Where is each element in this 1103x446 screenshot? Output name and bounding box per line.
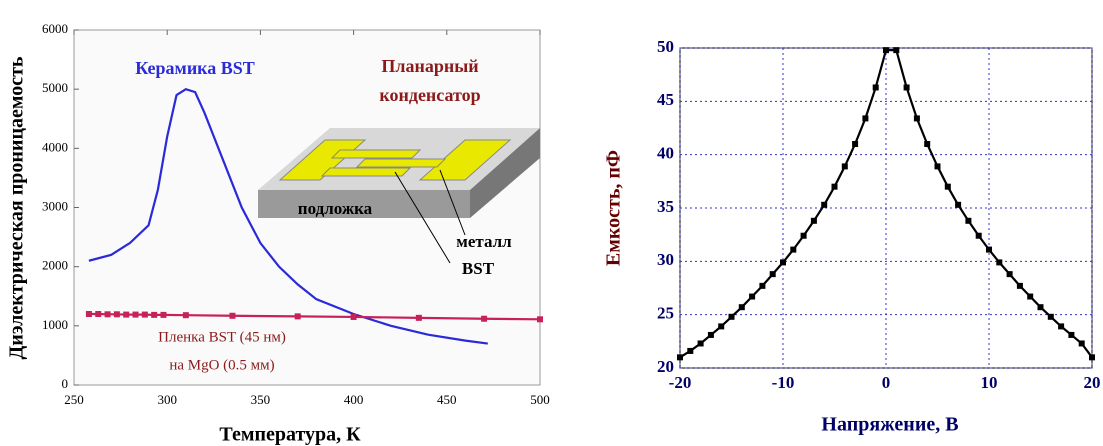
marker [114, 311, 120, 317]
x-tick-label: -20 [669, 373, 692, 392]
marker [955, 202, 961, 208]
marker [852, 141, 858, 147]
marker [708, 332, 714, 338]
x-axis-label: Напряжение, В [821, 414, 958, 436]
y-tick-label: 50 [657, 37, 674, 56]
x-tick-label: 300 [157, 392, 177, 407]
x-tick-label: 20 [1084, 373, 1101, 392]
marker [821, 202, 827, 208]
marker [1048, 314, 1054, 320]
marker [986, 247, 992, 253]
y-tick-label: 4000 [42, 139, 68, 154]
marker [151, 312, 157, 318]
marker [862, 115, 868, 121]
y-tick-label: 40 [657, 144, 674, 163]
x-tick-label: 350 [251, 392, 271, 407]
marker [142, 312, 148, 318]
y-tick-label: 35 [657, 197, 674, 216]
marker [1038, 304, 1044, 310]
marker [1027, 294, 1033, 300]
x-tick-label: 10 [981, 373, 998, 392]
marker [945, 184, 951, 190]
marker [759, 283, 765, 289]
annotation: на MgO (0.5 мм) [169, 357, 274, 373]
marker [351, 314, 357, 320]
marker [1017, 283, 1023, 289]
marker [183, 312, 189, 318]
marker [790, 247, 796, 253]
marker [935, 163, 941, 169]
legend-label: Пленка BST (45 нм) [158, 329, 286, 345]
x-tick-label: 450 [437, 392, 457, 407]
x-tick-label: 0 [882, 373, 891, 392]
y-tick-label: 3000 [42, 198, 68, 213]
x-axis-label: Температура, К [219, 424, 361, 446]
annotation: конденсатор [379, 85, 480, 105]
marker [924, 141, 930, 147]
marker [739, 304, 745, 310]
marker [295, 313, 301, 319]
marker [996, 259, 1002, 265]
marker [801, 233, 807, 239]
figure: 0100020003000400050006000250300350400450… [0, 0, 1103, 446]
marker [832, 184, 838, 190]
annotation: BST [462, 259, 495, 278]
x-tick-label: -10 [772, 373, 795, 392]
marker [976, 233, 982, 239]
marker [1007, 271, 1013, 277]
y-tick-label: 45 [657, 90, 674, 109]
marker [1079, 340, 1085, 346]
finger [332, 150, 420, 158]
marker [133, 312, 139, 318]
y-tick-label: 1000 [42, 317, 68, 332]
marker [780, 259, 786, 265]
y-tick-label: 2000 [42, 258, 68, 273]
marker [749, 294, 755, 300]
x-tick-label: 500 [530, 392, 550, 407]
y-axis-label: Диэлектрическая проницаемость [6, 56, 28, 359]
marker [1058, 323, 1064, 329]
marker [770, 271, 776, 277]
y-tick-label: 0 [62, 376, 69, 391]
y-tick-label: 25 [657, 304, 674, 323]
y-tick-label: 6000 [42, 21, 68, 36]
finger [357, 159, 445, 167]
annotation: металл [456, 232, 512, 251]
legend-label: Керамика BST [135, 58, 255, 78]
marker [687, 348, 693, 354]
y-tick-label: 30 [657, 250, 674, 269]
marker [86, 311, 92, 317]
marker [105, 311, 111, 317]
marker [842, 163, 848, 169]
marker [1089, 354, 1095, 360]
marker [698, 340, 704, 346]
marker [904, 84, 910, 90]
marker [893, 47, 899, 53]
marker [729, 314, 735, 320]
marker [123, 312, 129, 318]
y-tick-label: 5000 [42, 80, 68, 95]
marker [537, 316, 543, 322]
x-tick-label: 250 [64, 392, 84, 407]
annotation: Планарный [381, 56, 478, 76]
annotation: подложка [298, 199, 373, 218]
marker [873, 84, 879, 90]
marker [965, 218, 971, 224]
marker [416, 315, 422, 321]
x-tick-label: 400 [344, 392, 364, 407]
marker [677, 354, 683, 360]
marker [160, 312, 166, 318]
marker [481, 316, 487, 322]
marker [229, 313, 235, 319]
y-axis-label: Емкость, пФ [603, 150, 625, 266]
marker [718, 323, 724, 329]
marker [914, 115, 920, 121]
marker [1068, 332, 1074, 338]
marker [95, 311, 101, 317]
marker [883, 47, 889, 53]
marker [811, 218, 817, 224]
